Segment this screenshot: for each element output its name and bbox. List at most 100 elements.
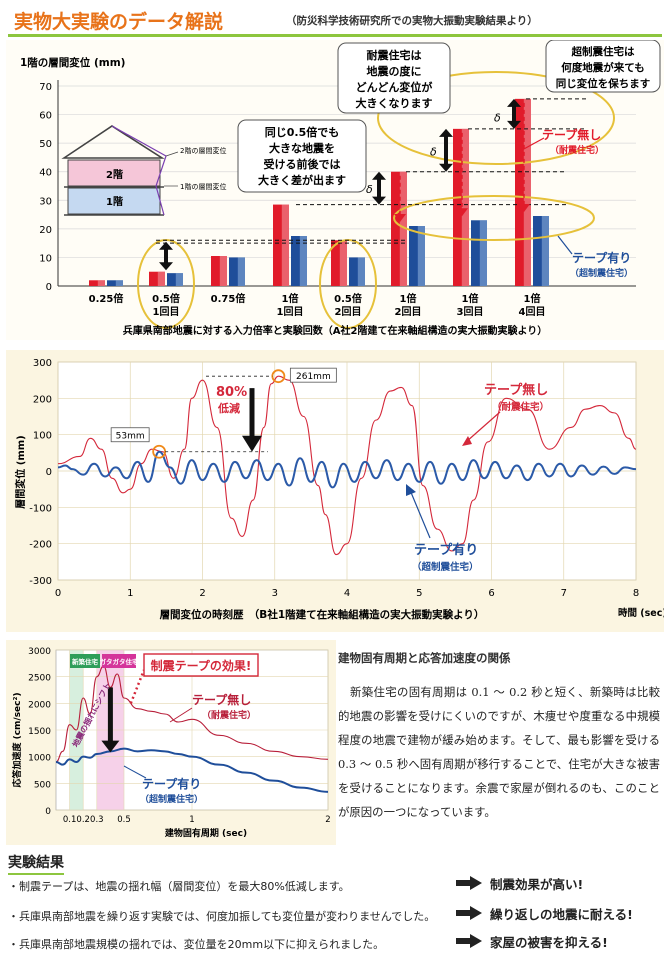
house-note-floor2: 2階の層間変位 [180,146,226,155]
result-row-2: ・兵庫県南部地震を繰り返す実験では、何度加振しても変位量が変わりませんでした。 [8,910,436,923]
chart3-ytick-label: 3000 [28,647,51,657]
chart3-drop-arrowhead [101,740,120,753]
chart2-panel: 300 200 100 0 -100 -200 -300 0 1 2 3 4 5 6 7 8 261mm 53m… [6,350,667,632]
result-effect-1: 制震効果が高い! [490,877,584,892]
highlight-ellipse-top [377,71,615,165]
bar-highlight [115,280,123,286]
chart2-legend-red-sub: （耐震住宅） [492,401,549,413]
chart3-xtick-label: 0.3 [90,815,104,825]
bar-highlight [175,273,183,286]
callout-top-line1: 耐震住宅は [367,48,422,62]
chart1-legend-blue-sub: （超制震住宅） [570,267,633,279]
chart1-legend-red-sub: （耐震住宅） [550,144,604,156]
chart1-xtick-label: 0.5倍 [334,292,362,305]
chart2-legend-leader-head [462,436,472,446]
results-title: 実験結果 [8,852,64,875]
chart2-xtick-label: 7 [561,588,567,599]
chart1-xtick-label: 1回目 [153,306,180,318]
highlight-ellipse-bottom [393,195,595,241]
explanation-title: 建物固有周期と応答加速度の関係 [338,651,511,665]
chart2-ylabel: 層間変位 (mm) [14,435,27,508]
chart3-xlabel: 建物固有周期 (sec) [165,827,247,839]
chart3-ytick-label: 1500 [28,727,51,737]
chart3-legend-red-sub: （耐震住宅） [202,709,256,721]
chart1-xtick-label: 4回目 [519,306,546,318]
chart1-arrowhead [439,163,453,172]
callout-mid-line4: 大きく差が出ます [258,173,346,187]
chart2-xlabel: 時間 (sec) [618,607,664,619]
chart2-line-red [57,375,637,556]
chart2-reduction-label: 低減 [217,401,240,415]
callout-right-line2: 何度地震が来ても [561,61,644,74]
house-floor2-label: 2階 [106,168,123,181]
chart1-legend-leader [557,235,573,255]
chart2-xtick-label: 2 [199,588,205,599]
chart1-caption: 兵庫県南部地震に対する入力倍率と実験回数（A社2階建て在来軸組構造の実大振動実験… [123,324,548,337]
chart2-xtick-label: 0 [55,588,61,599]
chart2-legend-blue-sub: （超制震住宅） [412,561,479,573]
chart2-xtick-label: 8 [633,588,639,599]
bar-highlight [97,280,105,286]
band2-tag [102,654,136,668]
chart1-red-arrowhead [456,208,468,217]
bar-blue [107,280,123,286]
chart3-ytick-label: 0 [45,807,51,817]
result-effect-3: 家屋の被害を抑える! [490,935,608,950]
chart3-line-chart: 0 500 1000 1500 2000 2500 3000 0.1 0.2 0.3 0.5 1 2 応… [6,640,336,845]
callout-mid: 同じ0.5倍でも 大きな地震を 受ける前後では 大きく差が出ます [237,119,367,193]
bar-highlight [417,226,425,286]
chart3-legend-blue: テープ有り [142,776,201,791]
chart1-arrowhead [439,128,453,137]
chart1-ytick-label: 40 [39,168,52,179]
bar-red [89,280,105,286]
chart2-label-box [110,427,150,443]
chart2-xtick-label: 1 [127,588,133,599]
band2-label: ガタガタ住宅 [100,657,140,666]
chart2-line-blue [57,450,637,489]
chart1-xtick-label: 1倍 [282,292,299,305]
chart2-legend-leader-head [406,484,416,496]
chart3-ytick-label: 2500 [28,674,51,684]
chart2-xtick-label: 5 [416,588,422,599]
bar-highlight [357,257,365,286]
chart1-delta-label: δ [430,146,437,159]
house-floor1-label: 1階 [106,195,123,208]
chart2-legend-leader [465,411,501,443]
callout-mid-line1: 同じ0.5倍でも [265,125,340,139]
chart2-reduction-arrowhead [242,435,262,452]
chart1-arrowhead [372,171,386,180]
chart1-panel: 1階の層間変位 (mm) 0 10 20 30 40 50 60 70 0.25倍 0.5倍 1回… [6,39,664,340]
chart1-legend-leader [521,137,545,151]
bar-highlight [237,257,245,286]
result-row-3: ・兵庫県南部地震規模の揺れでは、変位量を20mm以下に抑えられました。 [8,938,385,951]
chart1-arrowhead [507,98,521,107]
callout-right-line3: 同じ変位を保ちます [556,77,651,90]
chart1-bars [89,98,549,286]
house-illustration: 2階 1階 2階の層間変位 1階の層間変位 [61,125,226,216]
bar-highlight [479,220,487,286]
page-subtitle: （防災科学技術研究所での実物大振動実験結果より） [286,15,538,27]
chart3-legend-leader [123,765,147,779]
chart1-legend-red: テープ無し [542,127,601,142]
bar-highlight [461,128,469,286]
chart3-legend-blue-sub: （超制震住宅） [140,793,203,805]
chart1-xtick-label: 3回目 [457,306,484,318]
chart1-ytick-label: 60 [39,111,52,122]
chart2-annotations: 261mm 53mm [110,367,501,539]
chart1-xtick-label: 0.5倍 [152,292,180,305]
chart1-red-arrowhead [518,204,530,212]
chart1-delta-label: δ [494,111,501,124]
chart3-legend-leader [169,707,193,723]
chart1-xtick-label: 0.25倍 [89,292,124,305]
chart3-ytick-label: 2000 [28,700,51,710]
chart3-annotations [101,669,193,779]
chart3-ylabel: 応答加速度 (cm/sec²) [11,692,23,787]
chart3-legend-red: テープ無し [192,692,251,707]
chart1-annotations: δ δ δ [156,98,586,271]
callout-mid-line2: 大きな地震を [269,141,335,155]
chart2-legend-red: テープ無し [484,382,548,398]
callout-top: 耐震住宅は 地震の度に どんどん変位が 大きくなります [337,42,451,114]
